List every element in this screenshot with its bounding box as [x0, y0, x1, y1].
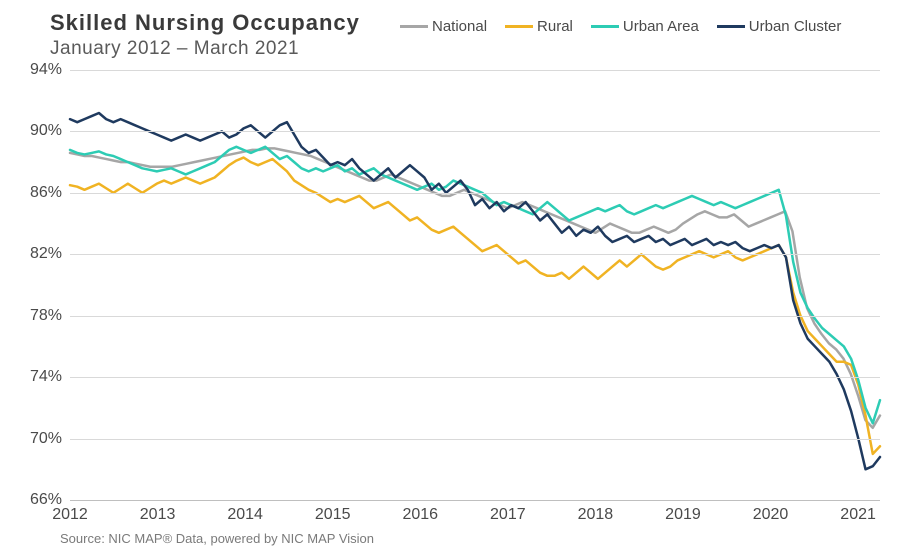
x-axis-line — [70, 500, 880, 501]
y-axis-label: 74% — [30, 368, 62, 386]
legend-label: National — [432, 18, 487, 35]
x-axis-label: 2015 — [315, 506, 351, 524]
series-line-urban-cluster — [70, 113, 880, 469]
x-axis-label: 2021 — [840, 506, 876, 524]
legend-label: Rural — [537, 18, 573, 35]
chart-subtitle: January 2012 – March 2021 — [50, 38, 360, 60]
legend: National Rural Urban Area Urban Cluster — [400, 18, 841, 35]
x-axis-label: 2012 — [52, 506, 88, 524]
y-gridline — [70, 131, 880, 132]
x-axis-label: 2013 — [140, 506, 176, 524]
chart-title: Skilled Nursing Occupancy — [50, 10, 360, 36]
y-axis-label: 86% — [30, 184, 62, 202]
chart-container: Skilled Nursing Occupancy January 2012 –… — [0, 0, 908, 550]
line-chart-svg — [70, 70, 880, 500]
legend-label: Urban Area — [623, 18, 699, 35]
x-axis-label: 2016 — [402, 506, 438, 524]
plot-area: 66%70%74%78%82%86%90%94%2012201320142015… — [70, 70, 880, 500]
y-axis-label: 78% — [30, 307, 62, 325]
x-axis-label: 2019 — [665, 506, 701, 524]
x-axis-label: 2017 — [490, 506, 526, 524]
y-gridline — [70, 316, 880, 317]
y-axis-label: 70% — [30, 430, 62, 448]
title-block: Skilled Nursing Occupancy January 2012 –… — [50, 10, 360, 60]
y-gridline — [70, 193, 880, 194]
legend-swatch — [591, 25, 619, 28]
legend-swatch — [400, 25, 428, 28]
y-axis-label: 82% — [30, 245, 62, 263]
legend-item-rural: Rural — [505, 18, 573, 35]
source-attribution: Source: NIC MAP® Data, powered by NIC MA… — [60, 531, 374, 546]
legend-swatch — [717, 25, 745, 28]
x-axis-label: 2020 — [753, 506, 789, 524]
y-axis-label: 90% — [30, 122, 62, 140]
series-line-urban-area — [70, 147, 880, 423]
y-gridline — [70, 439, 880, 440]
x-axis-label: 2018 — [578, 506, 614, 524]
x-axis-label: 2014 — [227, 506, 263, 524]
legend-label: Urban Cluster — [749, 18, 842, 35]
y-gridline — [70, 70, 880, 71]
legend-item-urban-area: Urban Area — [591, 18, 699, 35]
legend-item-national: National — [400, 18, 487, 35]
legend-swatch — [505, 25, 533, 28]
y-axis-label: 94% — [30, 61, 62, 79]
y-gridline — [70, 377, 880, 378]
legend-item-urban-cluster: Urban Cluster — [717, 18, 842, 35]
y-gridline — [70, 254, 880, 255]
series-line-rural — [70, 158, 880, 454]
